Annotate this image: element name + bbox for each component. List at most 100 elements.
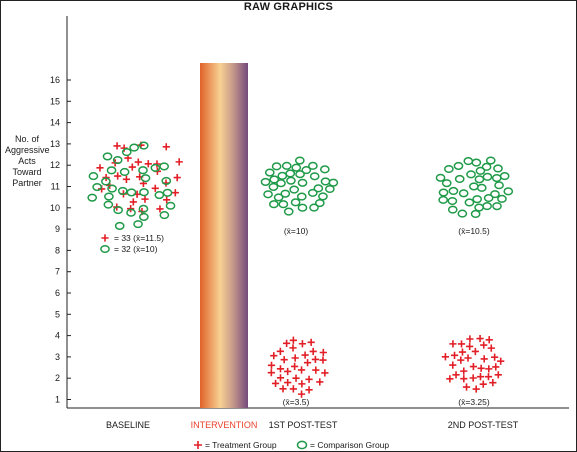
treatment-point — [114, 172, 122, 180]
baseline-treatment-count: = 33 (x̄=11.5) — [114, 233, 164, 243]
comparison-point — [92, 182, 102, 192]
comparison-point — [150, 163, 161, 172]
y-tick-label: 1 — [55, 395, 60, 405]
y-tick-label: 14 — [50, 118, 60, 128]
comparison-point — [453, 161, 464, 170]
treatment-point — [129, 198, 137, 206]
treatment-point — [289, 336, 297, 344]
treatment-point — [309, 347, 317, 356]
treatment-point — [497, 357, 505, 365]
comparison-point — [447, 205, 458, 214]
x-label-post1: 1ST POST-TEST — [268, 420, 338, 430]
y-tick-label: 8 — [55, 245, 60, 255]
legend-treatment-marker — [194, 441, 202, 449]
comparison-point — [492, 202, 502, 211]
comparison-point — [482, 172, 493, 181]
comparison-point — [106, 166, 117, 175]
comparison-point — [320, 177, 331, 186]
treatment-point — [303, 359, 312, 367]
comparison-point — [102, 152, 113, 161]
treatment-point — [289, 385, 297, 393]
comparison-point — [441, 179, 452, 188]
treatment-point — [127, 205, 135, 213]
comparison-point — [290, 198, 301, 207]
comparison-point — [474, 203, 484, 212]
treatment-point — [122, 175, 131, 183]
comparison-point — [260, 177, 271, 186]
comparison-point — [112, 156, 123, 165]
treatment-point — [298, 380, 306, 388]
comparison-point — [319, 165, 330, 174]
comparison-point — [309, 172, 320, 181]
comparison-point — [283, 207, 294, 216]
treatment-point — [144, 160, 152, 168]
legend-comparison-marker — [296, 440, 308, 450]
legend-treatment-label: = Treatment Group — [205, 440, 277, 450]
treatment-point — [267, 369, 275, 377]
comparison-point — [159, 162, 169, 171]
treatment-point — [466, 342, 474, 351]
baseline-treatment-marker — [101, 234, 109, 242]
treatment-point — [466, 335, 474, 343]
comparison-point — [325, 184, 335, 194]
comparison-point — [268, 182, 279, 191]
treatment-point — [141, 195, 149, 203]
treatment-point — [173, 174, 181, 182]
comparison-point — [481, 162, 492, 171]
treatment-point — [484, 373, 493, 381]
comparison-point — [474, 175, 485, 184]
treatment-point — [297, 366, 306, 374]
treatment-point — [276, 347, 284, 355]
comparison-point — [154, 190, 165, 200]
treatment-point — [485, 365, 493, 373]
y-tick-label: 9 — [55, 224, 60, 234]
treatment-point — [319, 356, 327, 364]
legend-comparison-label: = Comparison Group — [310, 440, 390, 450]
comparison-point — [88, 172, 99, 181]
treatment-point — [280, 356, 288, 364]
treatment-point — [276, 365, 285, 373]
comparison-point — [269, 200, 279, 209]
comparison-point — [273, 193, 284, 202]
baseline-comparison-count: = 32 (x̄=10) — [114, 244, 158, 254]
comparison-point — [263, 190, 273, 199]
treatment-point — [476, 334, 484, 343]
comparison-point — [107, 184, 117, 193]
y-tick-label: 13 — [50, 139, 60, 149]
treatment-point — [307, 338, 315, 346]
comparison-point — [161, 176, 172, 185]
comparison-point — [159, 211, 170, 220]
comparison-point — [447, 196, 458, 206]
comparison-point — [503, 187, 514, 196]
comparison-point — [138, 141, 149, 150]
treatment-point — [449, 361, 457, 369]
comparison-point — [493, 164, 503, 173]
treatment-point — [480, 355, 488, 363]
treatment-point — [305, 386, 313, 394]
treatment-point — [494, 371, 502, 379]
comparison-point — [114, 221, 125, 230]
mean-post2-comparison: (x̄=10.5) — [458, 226, 490, 236]
treatment-point — [267, 361, 276, 369]
comparison-point — [485, 156, 496, 165]
treatment-point — [163, 196, 171, 204]
treatment-point — [460, 375, 468, 383]
comparison-point — [482, 202, 492, 211]
comparison-point — [87, 193, 98, 202]
treatment-point — [291, 362, 299, 370]
comparison-point — [457, 209, 468, 218]
treatment-point — [312, 366, 320, 374]
treatment-point — [485, 336, 493, 344]
treatment-point — [477, 364, 485, 372]
comparison-point — [308, 161, 318, 170]
comparison-point — [133, 220, 143, 229]
treatment-point — [492, 363, 500, 371]
comparison-point — [165, 201, 176, 210]
comparison-point — [458, 189, 469, 198]
treatment-point — [462, 383, 471, 391]
treatment-point — [283, 339, 291, 347]
baseline-comparison-marker — [100, 244, 110, 254]
comparison-point — [271, 162, 282, 171]
